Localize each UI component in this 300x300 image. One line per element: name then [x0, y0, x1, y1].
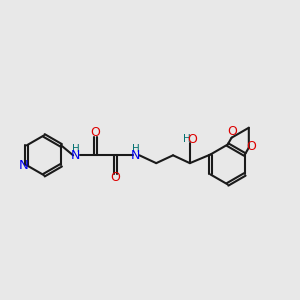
Text: N: N	[71, 149, 80, 162]
Text: O: O	[111, 171, 121, 184]
Text: H: H	[72, 144, 80, 154]
Text: H: H	[183, 134, 191, 144]
Text: O: O	[188, 133, 197, 146]
Text: N: N	[19, 159, 29, 172]
Text: O: O	[227, 125, 237, 138]
Text: O: O	[91, 126, 100, 139]
Text: O: O	[247, 140, 256, 153]
Text: H: H	[131, 144, 139, 154]
Text: N: N	[131, 149, 140, 162]
